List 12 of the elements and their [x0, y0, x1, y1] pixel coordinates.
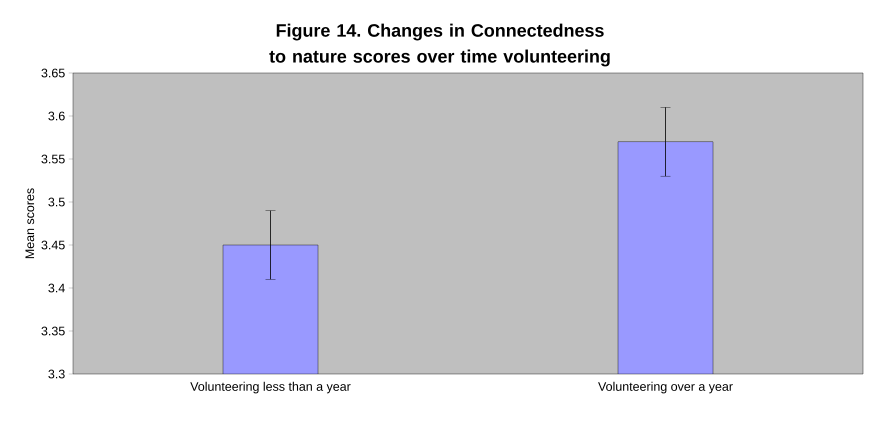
y-axis-title: Mean scores	[25, 188, 34, 258]
y-tick-label: 3.55	[41, 154, 65, 164]
y-tick-label: 3.6	[48, 112, 65, 120]
y-tick-label: 3.65	[41, 68, 65, 78]
x-tick-label: Volunteering over a year	[598, 382, 733, 394]
y-tick-label: 3.35	[41, 326, 65, 336]
y-tick-label: 3.4	[48, 284, 65, 292]
y-tick-label: 3.5	[48, 198, 65, 206]
x-tick-label: Volunteering less than a year	[190, 382, 351, 394]
y-tick-label: 3.45	[41, 240, 65, 250]
chart-title: Figure 14. Changes in Connectedness to nature scores over time volunteering	[269, 24, 610, 66]
y-tick-label: 3.3	[48, 370, 65, 378]
